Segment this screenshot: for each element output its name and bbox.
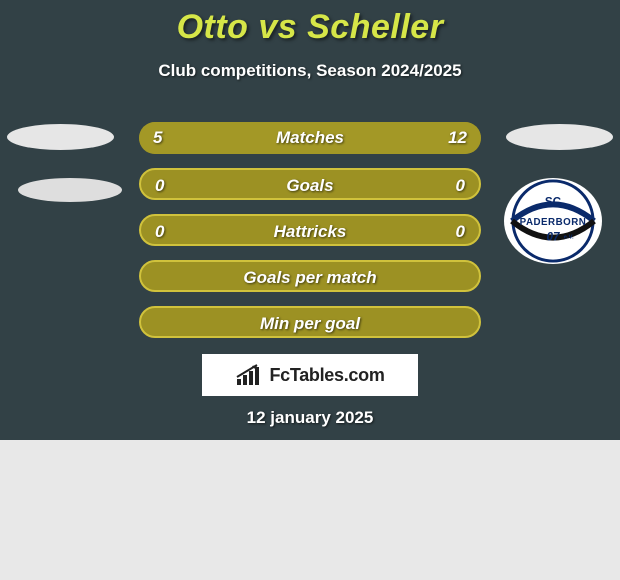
fctables-logo-text: FcTables.com — [269, 365, 384, 386]
page-title: Otto vs Scheller — [0, 0, 620, 47]
badge-text-07: 07 — [546, 231, 560, 244]
subtitle: Club competitions, Season 2024/2025 — [0, 61, 620, 81]
stat-label: Min per goal — [141, 308, 479, 338]
svg-text:e.V.: e.V. — [564, 235, 574, 241]
stat-pill: 512Matches — [139, 122, 481, 154]
stat-pill: Min per goal — [139, 306, 481, 338]
badge-text-sc: SC — [545, 195, 562, 208]
comparison-card: Otto vs Scheller Club competitions, Seas… — [0, 0, 620, 440]
right-team-ellipse-1 — [506, 124, 613, 150]
left-team-ellipse-2 — [18, 178, 122, 202]
badge-text-paderborn: PADERBORN — [520, 217, 587, 228]
stat-label: Hattricks — [141, 216, 479, 246]
stat-label: Matches — [139, 122, 481, 154]
left-team-ellipse-1 — [7, 124, 114, 150]
date-label: 12 january 2025 — [0, 408, 620, 428]
stat-pill: 00Hattricks — [139, 214, 481, 246]
stat-label: Goals — [141, 170, 479, 200]
stat-label: Goals per match — [141, 262, 479, 292]
fctables-logo: FcTables.com — [202, 354, 418, 396]
stat-pill: Goals per match — [139, 260, 481, 292]
stat-pill: 00Goals — [139, 168, 481, 200]
stat-pill-list: 512Matches 00Goals 00Hattricks Goals per ma… — [139, 122, 481, 352]
right-team-badge: SC PADERBORN 07 e.V. — [504, 178, 602, 264]
